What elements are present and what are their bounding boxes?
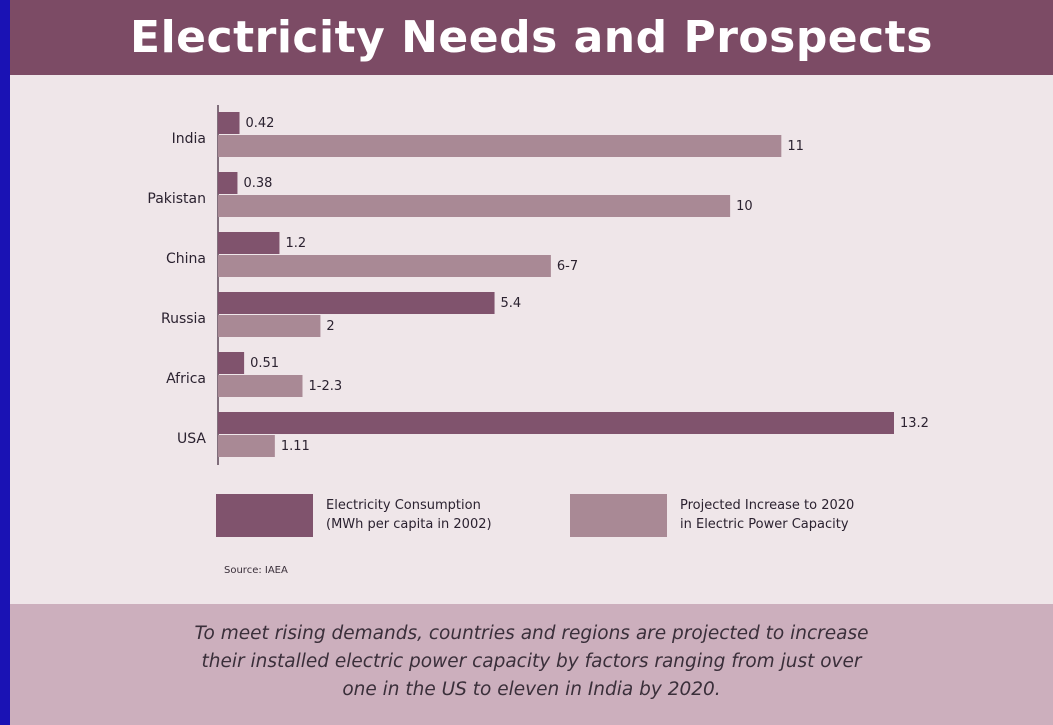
- bar-consumption: [218, 412, 894, 434]
- bar-consumption: [218, 352, 245, 374]
- category-label: India: [172, 131, 206, 147]
- data-label-projected: 1.11: [281, 439, 310, 454]
- category-label: China: [166, 251, 206, 267]
- legend-label-projected: Projected Increase to 2020 in Electric P…: [680, 498, 855, 532]
- infographic-panel: Electricity Needs and Prospects India 0.4…: [10, 0, 1053, 725]
- legend-projected: Projected Increase to 2020 in Electric P…: [570, 494, 900, 537]
- data-label-projected: 11: [787, 139, 804, 154]
- category-label: USA: [177, 431, 206, 447]
- bar-projected: [218, 135, 782, 157]
- data-label-consumption: 0.51: [250, 356, 279, 371]
- data-label-consumption: 13.2: [900, 416, 929, 431]
- bar-consumption: [218, 232, 280, 254]
- source-note: Source: IAEA: [224, 565, 288, 576]
- data-label-consumption: 0.42: [246, 116, 275, 131]
- bar-chart: India 0.42 11 Pakistan 0.38 10 China 1.2 6-7 Russ…: [147, 105, 929, 465]
- data-label-consumption: 0.38: [243, 176, 272, 191]
- data-label-projected: 10: [736, 199, 753, 214]
- data-label-projected: 2: [326, 319, 334, 334]
- bar-projected: [218, 255, 551, 277]
- data-label-projected: 1-2.3: [309, 379, 343, 394]
- bar-projected: [218, 375, 303, 397]
- title-bar: Electricity Needs and Prospects: [10, 0, 1053, 75]
- legend-label-consumption: Electricity Consumption (MWh per capita …: [326, 498, 492, 532]
- bar-projected: [218, 435, 275, 457]
- page-title: Electricity Needs and Prospects: [130, 12, 933, 63]
- category-label: Pakistan: [147, 191, 206, 207]
- data-label-consumption: 1.2: [285, 236, 306, 251]
- category-label: Russia: [161, 311, 206, 327]
- bar-projected: [218, 315, 321, 337]
- footer-band: To meet rising demands, countries and re…: [10, 604, 1053, 725]
- bar-consumption: [218, 112, 240, 134]
- legend-consumption: Electricity Consumption (MWh per capita …: [216, 494, 546, 537]
- bar-consumption: [218, 292, 495, 314]
- bar-consumption: [218, 172, 238, 194]
- data-label-projected: 6-7: [557, 259, 578, 274]
- bar-projected: [218, 195, 731, 217]
- data-label-consumption: 5.4: [501, 296, 522, 311]
- caption-text: To meet rising demands, countries and re…: [194, 623, 869, 700]
- legend-swatch-consumption: [216, 494, 313, 537]
- legend-swatch-projected: [570, 494, 667, 537]
- category-label: Africa: [166, 371, 206, 387]
